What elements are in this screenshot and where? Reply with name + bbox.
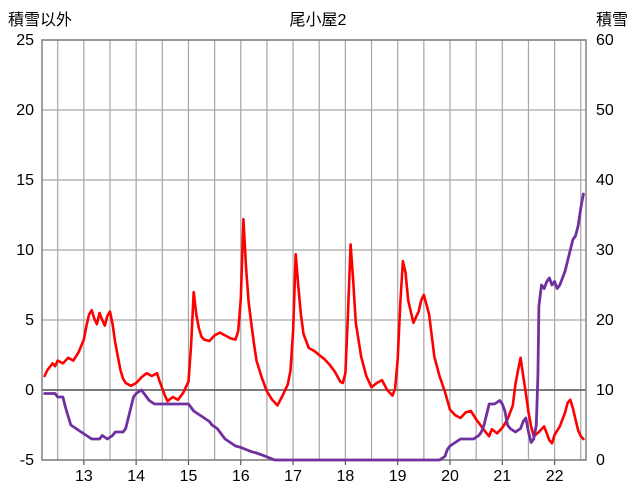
x-tick-label: 18 xyxy=(336,468,354,485)
x-tick-label: 17 xyxy=(284,468,302,485)
x-tick-label: 20 xyxy=(441,468,459,485)
left-y-tick-label: -5 xyxy=(20,452,34,469)
left-y-tick-label: 10 xyxy=(16,242,34,259)
left-axis-title: 積雪以外 xyxy=(8,12,73,29)
right-axis-title: 積雪 xyxy=(595,12,628,29)
x-tick-label: 21 xyxy=(493,468,511,485)
left-y-tick-label: 5 xyxy=(25,312,34,329)
right-y-tick-label: 50 xyxy=(596,102,614,119)
right-y-tick-label: 60 xyxy=(596,32,614,49)
x-tick-label: 13 xyxy=(75,468,93,485)
series-line-snow xyxy=(43,192,585,462)
left-y-tick-label: 15 xyxy=(16,172,34,189)
left-y-tick-label: 25 xyxy=(16,32,34,49)
left-y-tick-label: 20 xyxy=(16,102,34,119)
right-y-tick-label: 20 xyxy=(596,312,614,329)
right-y-tick-label: 0 xyxy=(596,452,605,469)
left-y-tick-label: 0 xyxy=(25,382,34,399)
x-tick-label: 19 xyxy=(389,468,407,485)
chart-title: 尾小屋2 xyxy=(289,12,347,29)
x-tick-label: 22 xyxy=(546,468,564,485)
x-tick-label: 15 xyxy=(180,468,198,485)
right-y-tick-label: 10 xyxy=(596,382,614,399)
x-tick-label: 14 xyxy=(127,468,145,485)
right-y-tick-label: 30 xyxy=(596,242,614,259)
x-tick-label: 16 xyxy=(232,468,250,485)
right-y-tick-label: 40 xyxy=(596,172,614,189)
